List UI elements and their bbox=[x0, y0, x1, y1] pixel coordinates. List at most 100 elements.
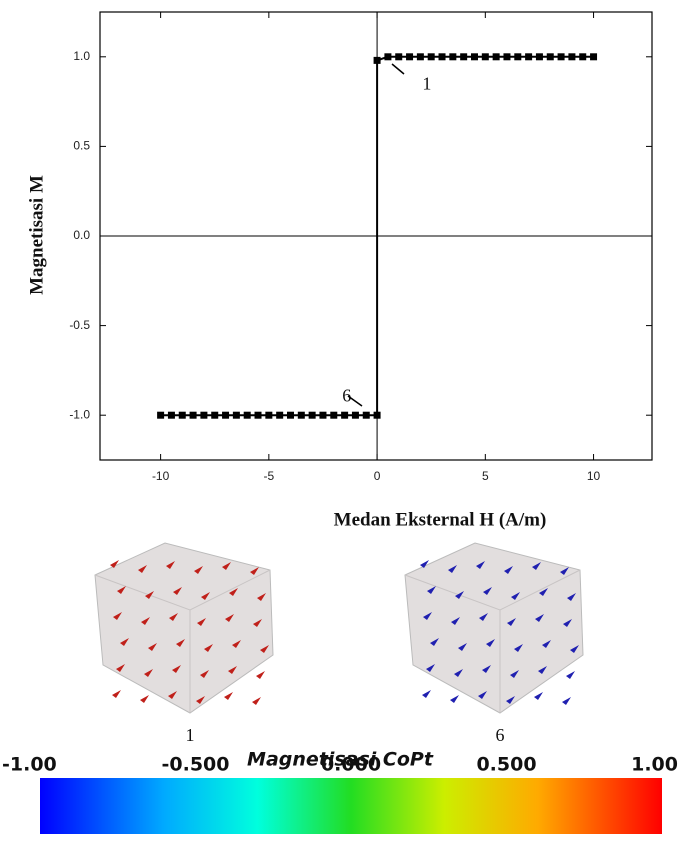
spin-arrow bbox=[257, 593, 266, 601]
colorbar-tick-label: 0.500 bbox=[476, 754, 536, 776]
spin-arrow bbox=[482, 665, 491, 673]
spin-arrow bbox=[225, 614, 234, 622]
data-point bbox=[351, 411, 359, 419]
spin-arrow bbox=[563, 619, 572, 627]
data-point bbox=[232, 411, 240, 419]
spin-arrow bbox=[422, 690, 431, 698]
spin-arrow bbox=[458, 643, 467, 651]
data-point bbox=[395, 53, 403, 61]
spin-arrow bbox=[514, 644, 523, 652]
spin-arrow bbox=[200, 670, 209, 678]
spin-arrow bbox=[120, 638, 129, 646]
spin-arrow bbox=[197, 618, 206, 626]
spin-arrow bbox=[510, 670, 519, 678]
x-tick-label: -5 bbox=[264, 469, 275, 483]
spin-arrow bbox=[455, 591, 464, 599]
data-point bbox=[546, 53, 554, 61]
data-point bbox=[427, 53, 435, 61]
spin-arrow bbox=[260, 645, 269, 653]
spin-arrow bbox=[117, 586, 126, 594]
data-point bbox=[341, 411, 349, 419]
data-point bbox=[406, 53, 414, 61]
spin-arrow bbox=[479, 613, 488, 621]
spin-arrow bbox=[144, 669, 153, 677]
data-point bbox=[590, 53, 598, 61]
spin-arrow bbox=[201, 592, 210, 600]
spin-arrow bbox=[486, 639, 495, 647]
data-point bbox=[568, 53, 576, 61]
data-point bbox=[438, 53, 446, 61]
data-point bbox=[178, 411, 186, 419]
spin-arrow bbox=[113, 612, 122, 620]
spin-arrow bbox=[256, 671, 265, 679]
spin-arrow bbox=[504, 566, 513, 574]
spin-arrow bbox=[539, 588, 548, 596]
data-point bbox=[254, 411, 262, 419]
spin-arrow bbox=[140, 695, 149, 703]
spin-arrow bbox=[542, 640, 551, 648]
data-point bbox=[535, 53, 543, 61]
data-point bbox=[330, 411, 338, 419]
x-tick-label: 0 bbox=[374, 469, 381, 483]
spin-arrow bbox=[476, 561, 485, 569]
snapshot-label: 6 bbox=[496, 725, 505, 745]
x-tick-label: 10 bbox=[587, 469, 601, 483]
annotation: 6 bbox=[342, 385, 351, 405]
spin-arrow bbox=[229, 588, 238, 596]
spin-arrow bbox=[562, 697, 571, 705]
spin-arrow bbox=[538, 666, 547, 674]
spin-arrow bbox=[570, 645, 579, 653]
spin-arrow bbox=[112, 690, 121, 698]
spin-arrow bbox=[567, 593, 576, 601]
data-point bbox=[362, 411, 370, 419]
spin-arrow bbox=[427, 586, 436, 594]
spin-arrow bbox=[204, 644, 213, 652]
spin-arrow bbox=[560, 567, 569, 575]
arrow bbox=[391, 63, 405, 75]
data-point bbox=[481, 53, 489, 61]
data-point bbox=[308, 411, 316, 419]
data-point bbox=[297, 411, 305, 419]
data-point bbox=[470, 53, 478, 61]
data-point bbox=[265, 411, 273, 419]
colorbar-tick-label: 1.00 bbox=[631, 754, 678, 776]
spin-arrow bbox=[450, 695, 459, 703]
spin-arrow bbox=[426, 664, 435, 672]
colorbar bbox=[40, 778, 662, 834]
data-point bbox=[222, 411, 230, 419]
colorbar-tick-label: 0.000 bbox=[321, 754, 381, 776]
data-point bbox=[167, 411, 175, 419]
spin-arrow bbox=[148, 643, 157, 651]
colorbar-tick-label: -1.00 bbox=[2, 754, 57, 776]
spin-arrow bbox=[110, 560, 119, 568]
spin-arrow bbox=[253, 619, 262, 627]
spin-arrow bbox=[196, 696, 205, 704]
data-point bbox=[286, 411, 294, 419]
y-axis-label: Magnetisasi M bbox=[26, 175, 47, 295]
data-point bbox=[319, 411, 327, 419]
data-point bbox=[514, 53, 522, 61]
spin-arrow bbox=[454, 669, 463, 677]
spin-arrow bbox=[448, 565, 457, 573]
data-point bbox=[276, 411, 284, 419]
data-point bbox=[416, 53, 424, 61]
data-point bbox=[384, 53, 392, 61]
spin-arrow bbox=[423, 612, 432, 620]
spin-arrow bbox=[228, 666, 237, 674]
spin-arrow bbox=[138, 565, 147, 573]
spin-arrow bbox=[116, 664, 125, 672]
x-axis-label: Medan Eksternal H (A/m) bbox=[334, 509, 547, 530]
data-point bbox=[492, 53, 500, 61]
y-tick-label: 0.0 bbox=[73, 228, 90, 242]
y-tick-label: -1.0 bbox=[69, 407, 90, 421]
data-point bbox=[189, 411, 197, 419]
x-tick-label: -10 bbox=[152, 469, 170, 483]
spin-arrow bbox=[250, 567, 259, 575]
data-point bbox=[157, 411, 165, 419]
spin-arrow bbox=[169, 613, 178, 621]
spin-arrow bbox=[168, 691, 177, 699]
spin-arrow bbox=[194, 566, 203, 574]
data-point bbox=[211, 411, 219, 419]
spin-arrow bbox=[145, 591, 154, 599]
spin-arrow bbox=[566, 671, 575, 679]
